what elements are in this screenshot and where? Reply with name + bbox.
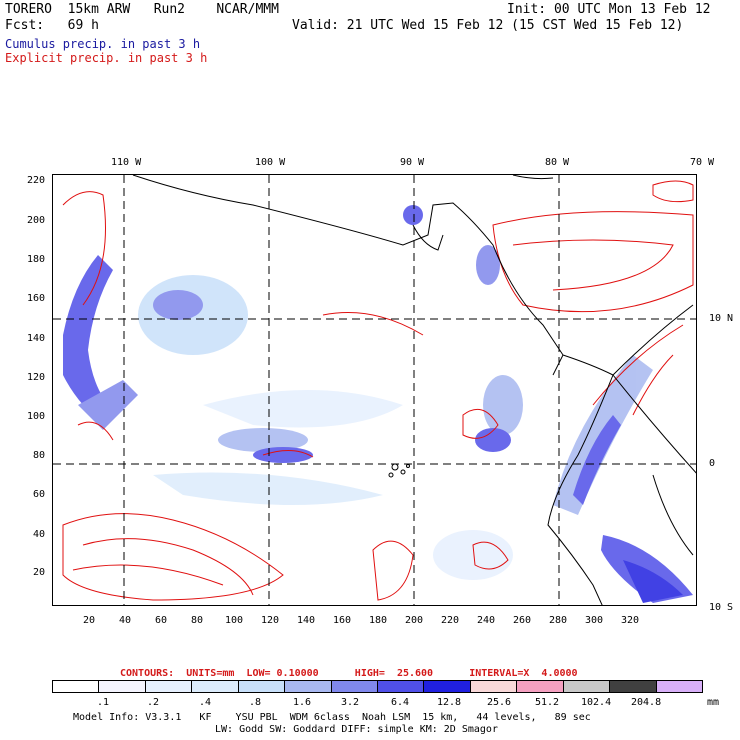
map-canvas [53, 175, 696, 605]
x-label: 240 [477, 615, 496, 626]
precip-map [52, 174, 697, 606]
colorbar-label: .8 [249, 697, 262, 708]
y-label: 200 [27, 215, 46, 226]
y-label: 20 [33, 567, 46, 578]
colorbar-label: .2 [147, 697, 160, 708]
colorbar-label: .1 [97, 697, 110, 708]
lon-label-70w: 70 W [690, 157, 715, 168]
valid-time: Valid: 21 UTC Wed 15 Feb 12 (15 CST Wed … [292, 18, 684, 33]
y-label: 140 [27, 333, 46, 344]
x-label: 180 [369, 615, 388, 626]
x-label: 220 [441, 615, 460, 626]
x-label: 120 [261, 615, 280, 626]
model-physics: LW: Godd SW: Goddard DIFF: simple KM: 2D… [215, 724, 498, 735]
colorbar-swatch [423, 680, 471, 693]
x-label: 200 [405, 615, 424, 626]
y-label: 60 [33, 489, 46, 500]
lat-label-10s: 10 S [709, 602, 734, 613]
colorbar-swatch [469, 680, 518, 693]
colorbar-label: 51.2 [535, 697, 560, 708]
forecast-hour: Fcst: 69 h [5, 18, 99, 33]
contour-info: CONTOURS: UNITS=mm LOW= 0.10000 HIGH= 25… [120, 668, 578, 679]
model-info: Model Info: V3.3.1 KF YSU PBL WDM 6class… [73, 712, 591, 723]
x-label: 260 [513, 615, 532, 626]
lon-label-90w: 90 W [400, 157, 425, 168]
y-label: 120 [27, 372, 46, 383]
x-label: 40 [119, 615, 132, 626]
x-label: 300 [585, 615, 604, 626]
lon-label-100w: 100 W [255, 157, 286, 168]
x-label: 320 [621, 615, 640, 626]
x-label: 80 [191, 615, 204, 626]
colorbar-label: 204.8 [631, 697, 662, 708]
init-time: Init: 00 UTC Mon 13 Feb 12 [507, 2, 711, 17]
x-label: 280 [549, 615, 568, 626]
x-label: 20 [83, 615, 96, 626]
x-label: 60 [155, 615, 168, 626]
lat-label-10n: 10 N [709, 313, 734, 324]
colorbar-swatch [284, 680, 332, 693]
lat-lon-grid [53, 175, 696, 605]
cumulus-legend: Cumulus precip. in past 3 h [5, 37, 201, 51]
x-label: 100 [225, 615, 244, 626]
lat-label-0: 0 [709, 458, 716, 469]
colorbar-swatch [191, 680, 239, 693]
y-label: 80 [33, 450, 46, 461]
y-label: 180 [27, 254, 46, 265]
colorbar-swatch [52, 680, 100, 693]
explicit-legend: Explicit precip. in past 3 h [5, 51, 208, 65]
y-label: 160 [27, 293, 46, 304]
coastlines [132, 175, 696, 605]
colorbar-swatch [562, 680, 611, 693]
y-label: 100 [27, 411, 46, 422]
cumulus-precip-areas [63, 205, 693, 603]
colorbar-swatch [98, 680, 146, 693]
x-label: 160 [333, 615, 352, 626]
y-label: 40 [33, 529, 46, 540]
colorbar-label: 25.6 [487, 697, 512, 708]
colorbar-swatch [655, 680, 703, 693]
colorbar-label: 3.2 [341, 697, 360, 708]
colorbar-label: 102.4 [581, 697, 612, 708]
lon-label-80w: 80 W [545, 157, 570, 168]
x-label: 140 [297, 615, 316, 626]
colorbar-swatch [516, 680, 564, 693]
colorbar-swatch [377, 680, 425, 693]
colorbar-label: 6.4 [391, 697, 410, 708]
colorbar-swatch [609, 680, 657, 693]
colorbar-unit: mm [707, 697, 720, 708]
colorbar-label: .4 [199, 697, 212, 708]
model-title: TORERO 15km ARW Run2 NCAR/MMM [5, 2, 279, 17]
y-label: 220 [27, 175, 46, 186]
colorbar-label: 12.8 [437, 697, 462, 708]
galapagos-islands [388, 463, 410, 478]
colorbar-swatch [237, 680, 286, 693]
colorbar-swatch [144, 680, 193, 693]
colorbar-swatch [330, 680, 378, 693]
colorbar-label: 1.6 [293, 697, 312, 708]
lon-label-110w: 110 W [111, 157, 142, 168]
explicit-precip-contours [62, 180, 694, 601]
